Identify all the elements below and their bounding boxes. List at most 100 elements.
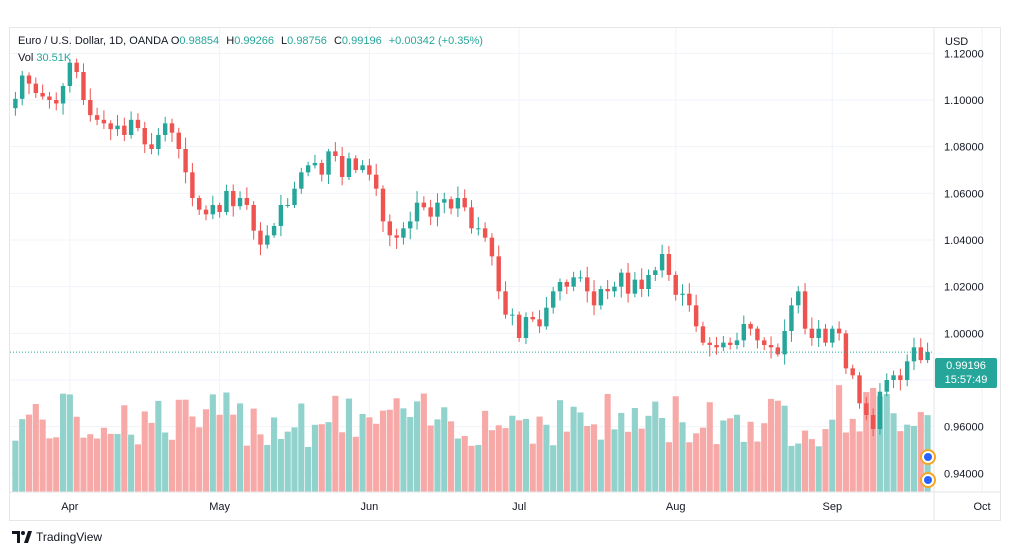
- time-axis[interactable]: Apr May Jun Jul Aug Sep Oct: [61, 501, 990, 513]
- volume-bar: [182, 399, 189, 492]
- candle-body: [911, 347, 917, 362]
- volume-bars: [12, 385, 931, 492]
- candle-body: [299, 172, 304, 189]
- candle-body: [373, 174, 379, 189]
- candle-body: [394, 235, 399, 238]
- volume-bar: [379, 410, 387, 492]
- candle-body: [88, 100, 93, 116]
- candle-body: [823, 328, 828, 343]
- candle-body: [435, 202, 440, 217]
- candle-body: [605, 289, 610, 292]
- volume-bar: [767, 398, 775, 492]
- tradingview-brand[interactable]: TradingView: [12, 530, 102, 544]
- volume-bar: [318, 424, 325, 492]
- candle-body: [598, 289, 604, 306]
- candle-body: [448, 199, 454, 209]
- volume-bar: [727, 418, 734, 492]
- candle-body: [864, 403, 869, 415]
- candle-body: [789, 305, 794, 331]
- volume-bar: [665, 442, 672, 492]
- candle-body: [13, 98, 18, 109]
- volume-bar: [155, 400, 162, 492]
- volume-bar: [339, 432, 346, 492]
- candle-body: [530, 317, 535, 320]
- candle-body: [482, 228, 488, 238]
- candle-body: [231, 191, 236, 207]
- candle-body: [762, 340, 767, 345]
- candle-body: [142, 128, 147, 145]
- time-tick-label: Jul: [512, 501, 526, 513]
- candle-body: [47, 96, 52, 100]
- high-value: 0.99266: [234, 35, 274, 47]
- candle-body: [462, 198, 467, 208]
- candle-body: [925, 352, 930, 361]
- price-tick-label: 1.02000: [944, 282, 984, 294]
- candle-body: [721, 342, 726, 348]
- volume-bar: [788, 445, 795, 492]
- price-tick-label: 0.94000: [944, 468, 984, 480]
- price-axis[interactable]: 1.12000 1.10000 1.08000 1.06000 1.04000 1.020…: [944, 48, 984, 480]
- volume-bar: [699, 427, 707, 492]
- volume-bar: [590, 424, 598, 492]
- event-icons[interactable]: [920, 449, 936, 488]
- volume-bar: [747, 421, 754, 492]
- volume-bar: [801, 430, 809, 492]
- volume-bar: [448, 421, 455, 492]
- current-price-value: 0.99196: [946, 360, 986, 372]
- volume-bar: [366, 417, 373, 492]
- candle-body: [714, 345, 719, 348]
- volume-bar: [284, 431, 291, 492]
- volume-bar: [577, 412, 584, 492]
- volume-bar: [39, 419, 46, 492]
- symbol-title: Euro / U.S. Dollar, 1D, OANDA: [18, 35, 168, 47]
- volume-bar: [482, 410, 489, 492]
- candle-body: [775, 347, 781, 355]
- price-tick-label: 1.12000: [944, 48, 984, 60]
- volume-bar: [611, 429, 618, 492]
- candle-body: [203, 209, 209, 215]
- volume-bar: [604, 393, 611, 492]
- candle-body: [108, 123, 113, 130]
- candle-body: [319, 163, 324, 175]
- volume-bar: [148, 422, 155, 492]
- volume-bar: [659, 418, 666, 492]
- volume-bar: [720, 420, 727, 492]
- candle-body: [707, 342, 712, 345]
- volume-bar: [536, 416, 543, 492]
- candle-body: [768, 345, 774, 348]
- volume-bar: [625, 431, 632, 492]
- volume-bar: [271, 417, 278, 492]
- volume-bar: [917, 412, 924, 492]
- candle-body: [176, 132, 181, 149]
- candle-body: [292, 188, 297, 205]
- candle-body: [564, 282, 570, 287]
- volume-bar: [883, 394, 890, 492]
- candle-body: [380, 188, 386, 222]
- candle-body: [414, 202, 420, 222]
- volume-legend[interactable]: Vol 30.51K: [18, 52, 75, 64]
- candle-body: [135, 119, 141, 128]
- symbol-legend[interactable]: Euro / U.S. Dollar, 1D, OANDA O0.98854 H…: [18, 35, 487, 47]
- volume-bar: [876, 396, 884, 492]
- candle-body: [625, 272, 631, 294]
- volume-bar: [73, 416, 80, 492]
- bar-countdown: 15:57:49: [944, 374, 988, 386]
- chart-frame[interactable]: [9, 27, 1001, 521]
- volume-bar: [291, 427, 298, 492]
- candles: [13, 58, 930, 437]
- candle-body: [353, 158, 358, 170]
- candle-body: [244, 198, 250, 205]
- volume-bar: [162, 432, 169, 492]
- volume-bar: [754, 441, 761, 492]
- volume-bar: [638, 428, 645, 492]
- price-tick-label: 0.96000: [944, 422, 984, 434]
- candle-body: [816, 328, 821, 338]
- candle-body: [585, 277, 590, 292]
- volume-bar: [114, 434, 121, 492]
- volume-bar: [509, 415, 516, 492]
- volume-bar: [795, 443, 802, 492]
- volume-bar: [311, 424, 318, 492]
- volume-bar: [740, 441, 747, 492]
- candle-body: [265, 235, 270, 245]
